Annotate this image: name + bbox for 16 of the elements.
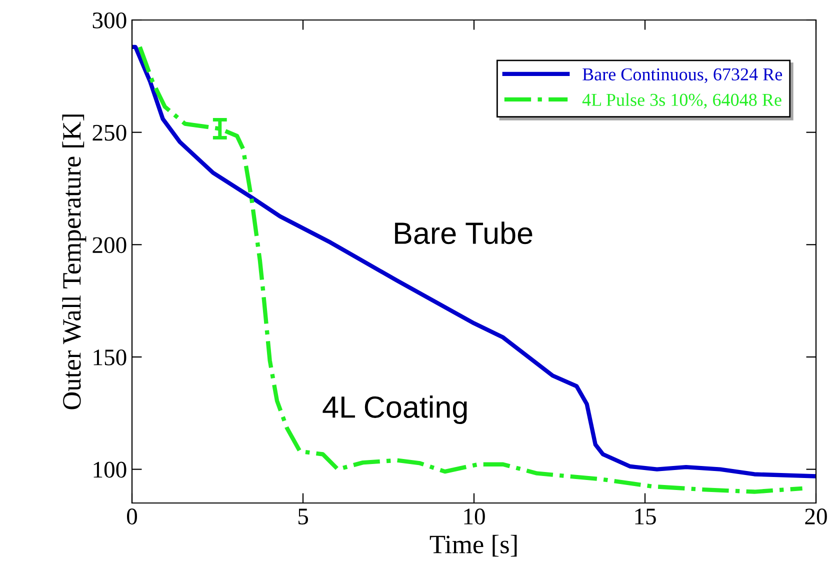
- x-tick-label: 10: [464, 508, 485, 524]
- y-tick-label: 100: [94, 462, 126, 478]
- y-tick-label: 200: [92, 237, 126, 254]
- y-tick-label: 300: [92, 12, 126, 28]
- x-tick-label: 0: [126, 508, 138, 524]
- x-tick-label: 5: [298, 508, 308, 524]
- legend-label: Bare Continuous, 67324 Re: [582, 68, 782, 84]
- y-axis-title: Outer Wall Temperature [K]: [62, 114, 86, 410]
- x-axis-title: Time [s]: [430, 534, 517, 557]
- y-tick-label: 250: [92, 124, 126, 141]
- x-tick-label: 15: [635, 508, 656, 524]
- y-tick-label: 150: [94, 349, 126, 366]
- annotation: Bare Tube: [395, 222, 532, 244]
- legend-label: 4L Pulse 3s 10%, 64048 Re: [582, 93, 782, 109]
- x-tick-label: 20: [805, 508, 827, 524]
- annotation: 4L Coating: [322, 396, 467, 424]
